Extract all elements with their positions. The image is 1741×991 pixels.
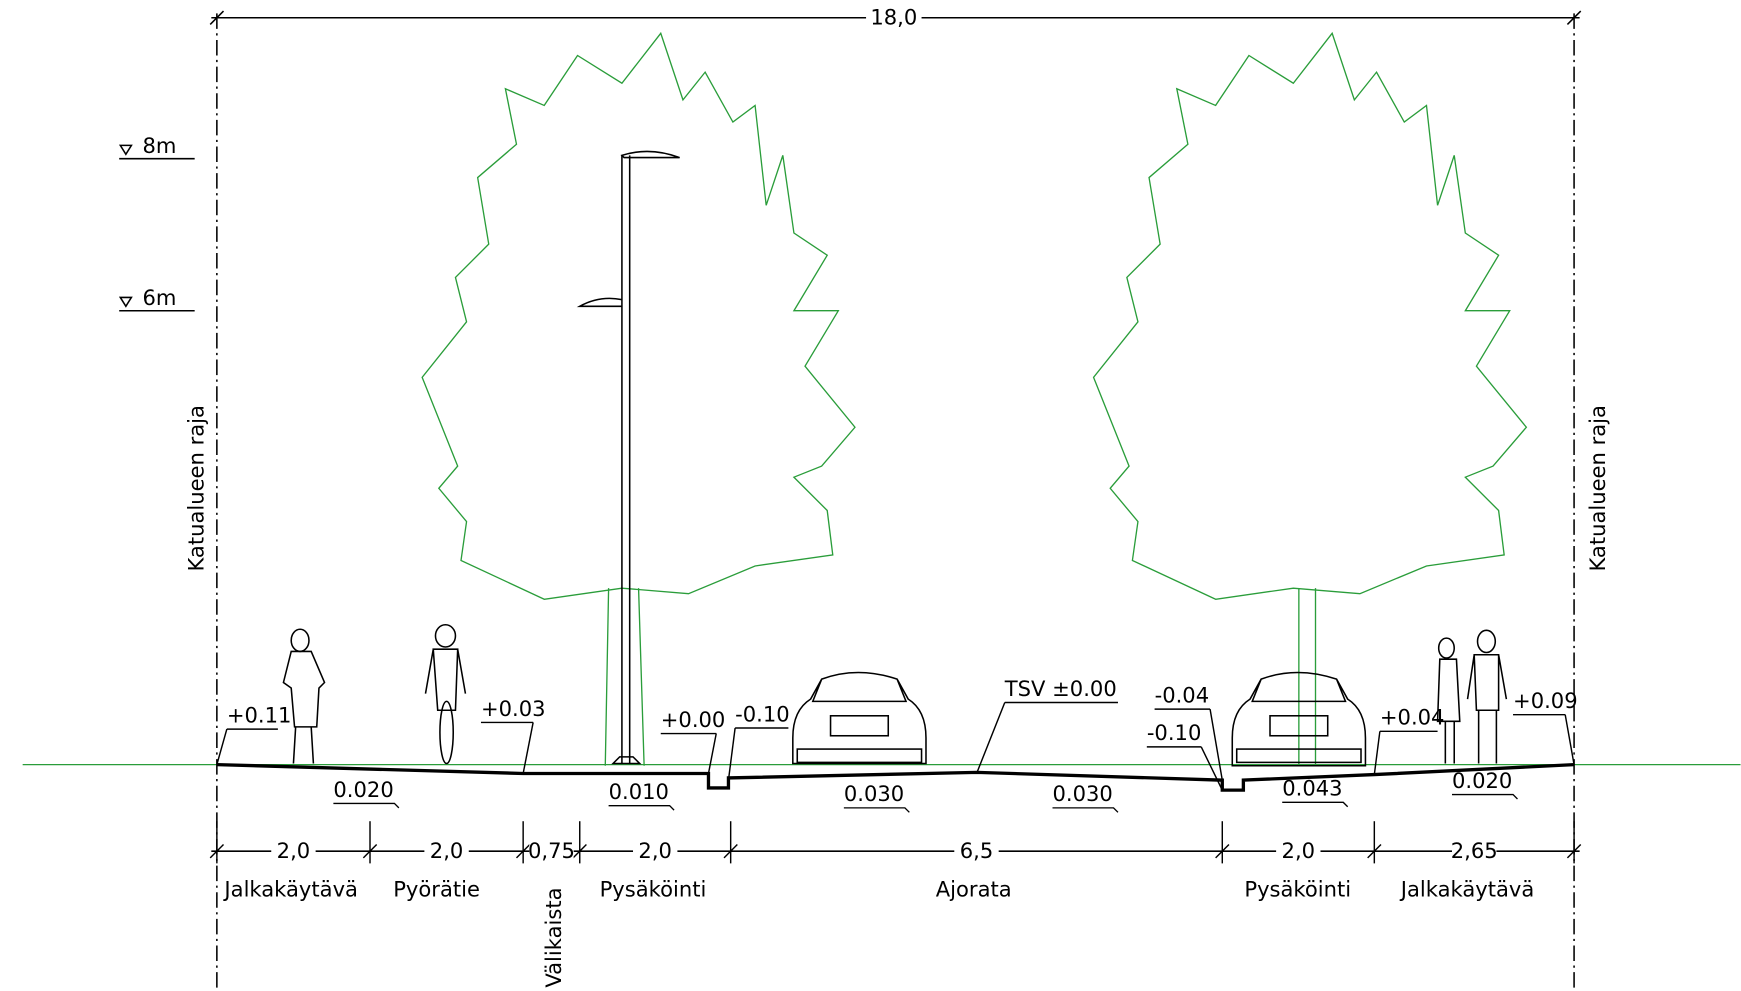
elevation-label: +0.03 bbox=[481, 696, 546, 721]
zone-label: Pysäköinti bbox=[600, 877, 707, 902]
zone-label: Pysäköinti bbox=[1244, 877, 1351, 902]
elevation-label: -0.04 bbox=[1155, 682, 1210, 707]
boundary-label: Katualueen raja bbox=[1585, 405, 1610, 571]
height-marker-label: 6m bbox=[143, 285, 177, 310]
elevation-leader bbox=[1374, 731, 1380, 774]
elevation-leader bbox=[728, 728, 735, 780]
zone-label: Jalkakäytävä bbox=[222, 877, 358, 902]
car bbox=[793, 673, 926, 764]
pedestrian bbox=[283, 629, 324, 763]
dimension-label: 2,0 bbox=[1282, 838, 1316, 863]
slope-arrow bbox=[1282, 802, 1347, 806]
elevation-label: +0.00 bbox=[661, 707, 726, 732]
slope-arrow bbox=[609, 806, 674, 810]
total-width: 18,0 bbox=[870, 4, 917, 29]
slope-label: 0.030 bbox=[1052, 781, 1112, 806]
elevation-leader bbox=[217, 729, 227, 765]
slope-label: 0.010 bbox=[609, 779, 669, 804]
tree bbox=[1094, 33, 1527, 765]
slope-arrow bbox=[1052, 808, 1117, 812]
elevation-leader bbox=[1201, 747, 1222, 790]
slope-label: 0.043 bbox=[1282, 776, 1342, 801]
elevation-leader bbox=[708, 734, 716, 774]
dimension-label: 2,0 bbox=[638, 838, 672, 863]
dimension-label: 0,75 bbox=[528, 838, 575, 863]
tree bbox=[422, 33, 855, 765]
slope-arrow bbox=[1452, 795, 1517, 799]
dimension-label: 2,0 bbox=[277, 838, 311, 863]
cross-section: 18,0 8m 6m Katualueen raja Katualueen raja +0… bbox=[0, 0, 1741, 991]
zone-label: Välikaista bbox=[541, 887, 566, 987]
zone-label: Jalkakäytävä bbox=[1399, 877, 1535, 902]
height-marker-label: 8m bbox=[143, 133, 177, 158]
elevation-leader bbox=[1565, 715, 1574, 765]
zone-label: Pyörätie bbox=[393, 877, 480, 902]
elevation-leader bbox=[523, 722, 533, 773]
slope-label: 0.020 bbox=[333, 777, 393, 802]
slope-label: 0.020 bbox=[1452, 768, 1512, 793]
dimension-label: 2,0 bbox=[430, 838, 464, 863]
elevation-label: +0.09 bbox=[1513, 688, 1578, 713]
elevation-label: TSV ±0.00 bbox=[1004, 676, 1117, 701]
elevation-label: +0.04 bbox=[1380, 705, 1445, 730]
slope-label: 0.030 bbox=[844, 781, 904, 806]
elevation-label: -0.10 bbox=[735, 701, 790, 726]
elevation-label: -0.10 bbox=[1147, 720, 1202, 745]
pedestrians bbox=[1438, 630, 1507, 763]
elevation-leader bbox=[977, 702, 1005, 772]
cyclist bbox=[425, 625, 465, 764]
dimension-label: 6,5 bbox=[960, 838, 994, 863]
zone-label: Ajorata bbox=[936, 877, 1012, 902]
elevation-label: +0.11 bbox=[227, 702, 292, 727]
slope-arrow bbox=[844, 808, 909, 812]
slope-arrow bbox=[333, 803, 398, 807]
dimension-label: 2,65 bbox=[1451, 838, 1498, 863]
lamp-post bbox=[580, 151, 680, 763]
boundary-label: Katualueen raja bbox=[184, 405, 209, 571]
